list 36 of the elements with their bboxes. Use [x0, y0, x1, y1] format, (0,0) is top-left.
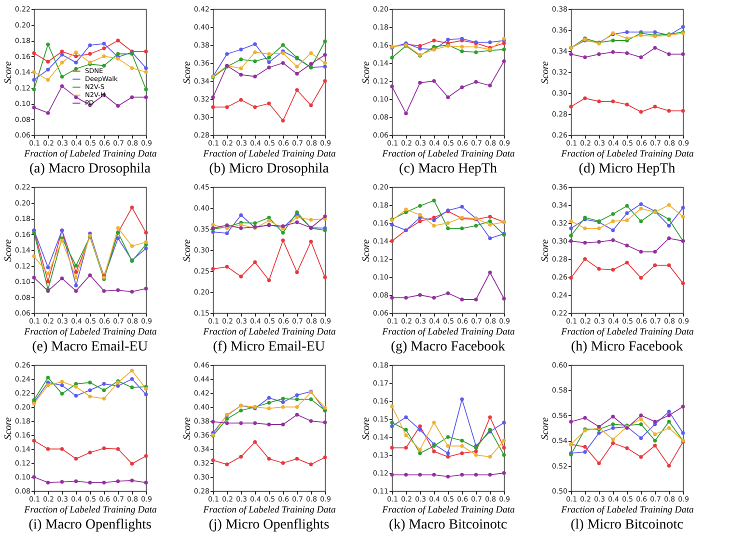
y-axis-title: Score — [540, 416, 551, 440]
text: (h) Micro Facebook — [571, 340, 683, 354]
x-axis-title: Fraction of Labeled Training Data — [23, 150, 157, 160]
x-axis-title: Fraction of Labeled Training Data — [381, 328, 515, 338]
y-axis-title: Score — [540, 238, 551, 262]
x-axis-title: Fraction of Labeled Training Data — [202, 328, 336, 338]
y-axis-title: Score — [360, 416, 372, 440]
y-axis-title: Score — [540, 60, 551, 84]
x-axis-title: Fraction of Labeled Training Data — [560, 506, 694, 516]
text: (i) Macro Openflights — [28, 518, 152, 532]
y-axis-title: Score — [2, 416, 14, 440]
text: (b) Micro Drosophila — [209, 162, 330, 176]
x-axis-title: Fraction of Labeled Training Data — [202, 150, 336, 160]
text: (e) Macro Email-EU — [32, 340, 148, 354]
y-axis-title: Score — [2, 60, 14, 84]
y-axis-title: Score — [360, 238, 372, 262]
text: (g) Macro Facebook — [390, 340, 506, 354]
text: (f) Micro Email-EU — [213, 340, 325, 354]
x-axis-title: Fraction of Labeled Training Data — [23, 506, 157, 516]
y-axis-title: Score — [360, 60, 372, 84]
x-axis-title: Fraction of Labeled Training Data — [560, 328, 694, 338]
x-axis-title: Fraction of Labeled Training Data — [381, 150, 515, 160]
y-axis-title: Score — [182, 238, 193, 262]
y-axis-title: Score — [2, 238, 14, 262]
y-axis-title: Score — [182, 60, 193, 84]
text: (l) Micro Bitcoinotc — [570, 518, 684, 532]
x-axis-title: Fraction of Labeled Training Data — [381, 506, 515, 516]
x-axis-title: Fraction of Labeled Training Data — [202, 506, 336, 516]
text: (a) Macro Drosophila — [29, 162, 152, 176]
text: (j) Micro Openflights — [208, 518, 330, 532]
x-axis-title: Fraction of Labeled Training Data — [23, 328, 157, 338]
text: (c) Macro HepTh — [399, 162, 497, 176]
text: (k) Macro Bitcoinotc — [388, 518, 508, 532]
y-axis-title: Score — [182, 416, 193, 440]
text: (d) Micro HepTh — [578, 162, 676, 176]
x-axis-title: Fraction of Labeled Training Data — [560, 150, 694, 160]
